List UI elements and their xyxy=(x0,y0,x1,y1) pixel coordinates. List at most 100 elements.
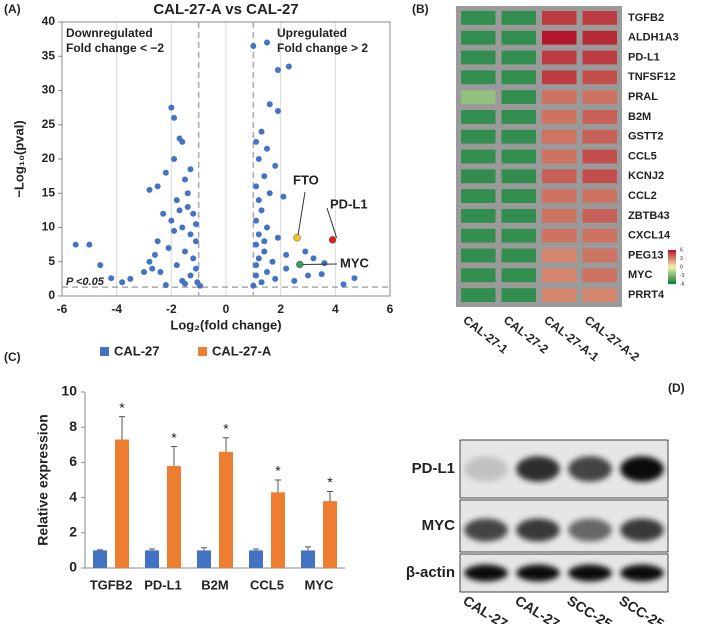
error-bar xyxy=(305,546,311,551)
data-point xyxy=(190,210,197,217)
data-point xyxy=(255,255,262,262)
heatmap-cell xyxy=(501,169,536,184)
row-label: ZBTB43 xyxy=(628,210,670,222)
data-point xyxy=(86,241,93,248)
y-tick-label: 35 xyxy=(42,48,56,62)
error-bar xyxy=(119,416,125,440)
annotation: FTO xyxy=(293,172,319,187)
data-point xyxy=(318,271,325,278)
blot-band xyxy=(620,564,664,582)
row-label: KCNJ2 xyxy=(628,170,664,182)
heatmap-cell xyxy=(461,30,496,45)
colorbar-step xyxy=(668,270,676,273)
data-point xyxy=(184,190,191,197)
data-point xyxy=(141,269,147,276)
colorbar-step xyxy=(668,268,676,271)
blot-band xyxy=(516,518,560,542)
significance-mark: * xyxy=(171,429,177,445)
heatmap-cell xyxy=(582,11,617,25)
colorbar-step xyxy=(668,261,676,264)
annotation: PD-L1 xyxy=(330,196,368,211)
data-point xyxy=(266,101,273,108)
data-point xyxy=(258,207,265,214)
data-point xyxy=(283,265,290,272)
data-point xyxy=(293,234,301,242)
blot-band xyxy=(464,518,508,542)
data-point xyxy=(272,162,279,169)
data-point xyxy=(160,210,167,217)
error-bar xyxy=(223,437,229,452)
bar xyxy=(197,550,211,568)
bar xyxy=(301,550,315,568)
heatmap-cell xyxy=(582,90,617,104)
data-point xyxy=(280,193,287,200)
blot-band xyxy=(568,518,612,542)
colorbar-step xyxy=(668,272,676,275)
colorbar-step xyxy=(668,257,676,260)
colorbar-step xyxy=(668,277,676,280)
heatmap-cell xyxy=(582,169,617,184)
data-point xyxy=(253,138,260,145)
data-point xyxy=(192,221,199,228)
data-point xyxy=(173,262,180,269)
colorbar-step xyxy=(668,260,676,263)
colorbar-step xyxy=(668,255,676,258)
annotation-arrow xyxy=(297,191,306,235)
data-point xyxy=(310,255,317,262)
colorbar-step xyxy=(668,275,676,278)
data-point xyxy=(328,236,337,244)
data-point xyxy=(108,275,115,282)
row-label: PEG13 xyxy=(628,249,663,261)
colorbar-step xyxy=(668,273,676,276)
heatmap-cell xyxy=(461,110,496,124)
heatmap-cell xyxy=(582,70,617,85)
data-point xyxy=(253,272,260,279)
colorbar-step xyxy=(668,281,676,284)
heatmap-cell xyxy=(582,189,617,203)
heatmap-cell xyxy=(582,50,617,65)
panel-label: (D) xyxy=(668,381,685,395)
row-label: CCL5 xyxy=(628,150,657,162)
error-bar xyxy=(275,479,281,493)
annotation: Downregulated xyxy=(66,26,153,40)
y-axis-label: Relative expression xyxy=(35,414,51,546)
heatmap-cell xyxy=(542,268,577,283)
data-point xyxy=(269,258,276,265)
y-tick-label: 40 xyxy=(42,14,56,28)
row-label: PRRT4 xyxy=(628,289,665,301)
heatmap-cell xyxy=(461,189,496,203)
legend-swatch xyxy=(198,347,207,356)
colorbar-tick-label: -6 xyxy=(680,281,685,287)
data-point xyxy=(157,269,164,276)
data-point xyxy=(261,173,268,180)
y-tick-label: 2 xyxy=(69,524,77,540)
data-point xyxy=(187,231,194,238)
heatmap-cell xyxy=(501,90,536,104)
bar xyxy=(219,451,233,568)
x-tick-label: 6 xyxy=(387,302,394,316)
heatmap-cell xyxy=(542,288,577,302)
blot-lane-label: SCC-25 xyxy=(564,592,615,624)
data-point xyxy=(264,269,270,276)
data-point xyxy=(151,251,158,258)
heatmap-cell xyxy=(501,50,536,65)
data-point xyxy=(146,258,153,265)
data-point xyxy=(149,265,156,272)
error-bar xyxy=(149,548,155,551)
data-point xyxy=(171,114,178,121)
x-tick-label: 2 xyxy=(277,302,284,316)
data-point xyxy=(179,224,186,231)
data-point xyxy=(250,42,257,49)
data-point xyxy=(154,238,161,245)
annotation: P <0.05 xyxy=(66,276,105,288)
annotation: Upregulated xyxy=(277,26,347,40)
error-bar xyxy=(97,549,103,551)
data-point xyxy=(253,183,260,190)
data-point xyxy=(197,282,204,289)
significance-mark: * xyxy=(327,474,333,490)
data-point xyxy=(261,248,268,255)
bar xyxy=(93,550,107,568)
panel-label: (A) xyxy=(4,2,21,16)
data-point xyxy=(173,197,180,204)
data-point xyxy=(253,241,260,248)
